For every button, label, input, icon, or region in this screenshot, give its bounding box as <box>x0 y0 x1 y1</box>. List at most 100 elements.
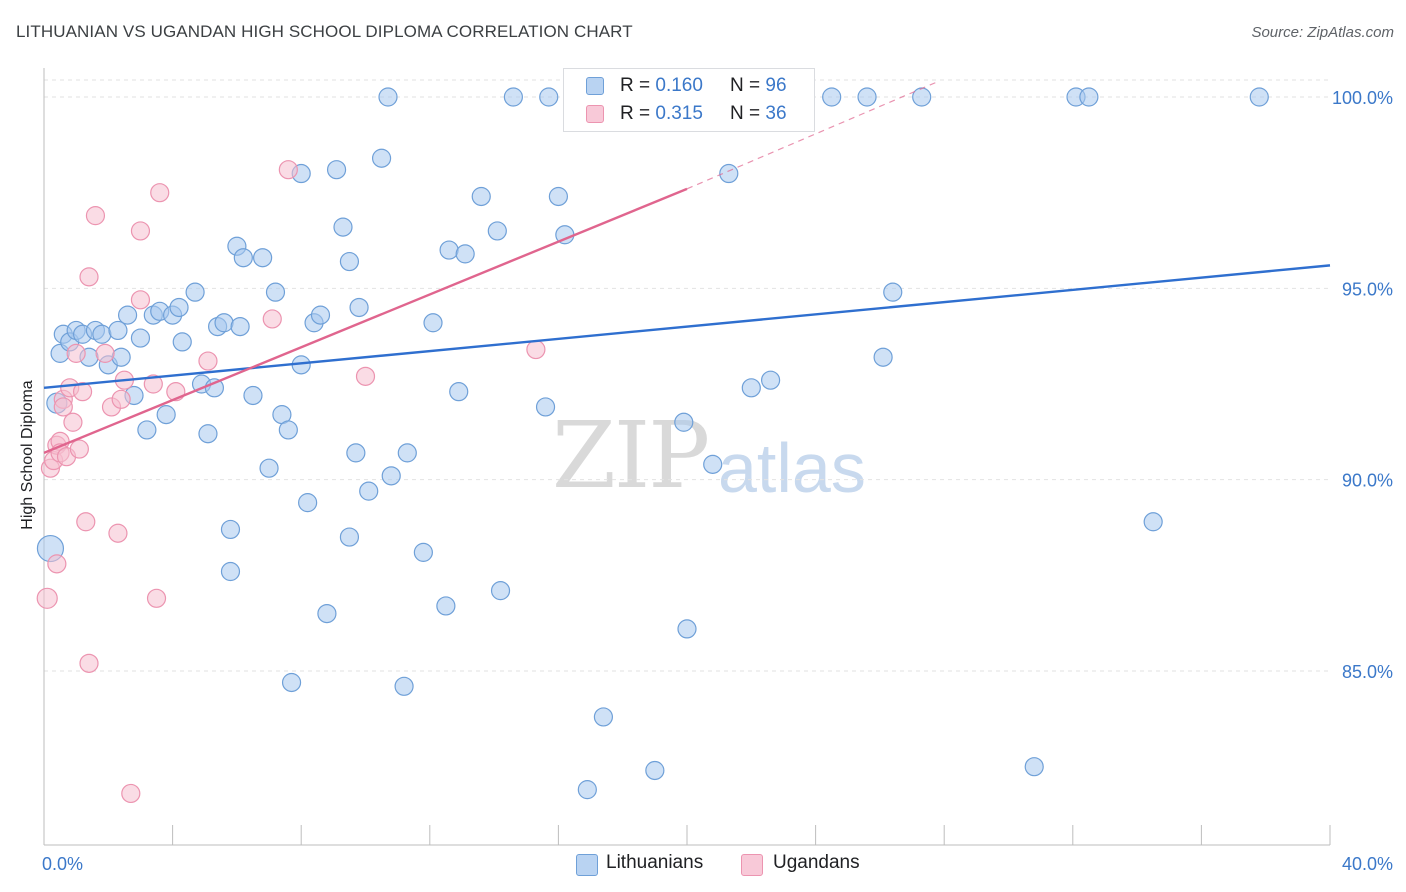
ugandan-point <box>130 221 151 241</box>
lithuanian-point <box>413 542 433 562</box>
lithuanian-point <box>310 305 331 325</box>
lithuanian-point <box>220 519 241 540</box>
r-stat: R = 0.315 <box>620 103 703 125</box>
lithuanian-point <box>674 412 694 432</box>
ugandan-point <box>108 523 128 543</box>
lithuanian-point <box>455 244 475 264</box>
ugandan-point <box>278 160 298 180</box>
source-label: Source: ZipAtlas.com <box>1251 24 1394 41</box>
lithuanian-point <box>535 397 556 417</box>
ugandan-point <box>76 512 96 532</box>
ugandan-point <box>69 439 89 459</box>
lithuanian-point <box>548 186 569 207</box>
lithuanian-point <box>503 87 523 107</box>
ugandan-point <box>150 183 170 203</box>
lithuanian-point <box>423 313 443 333</box>
ugandan-point <box>95 343 115 363</box>
r-label: R = <box>620 75 656 96</box>
lithuanian-point <box>198 424 218 444</box>
ugandan-point <box>79 653 99 673</box>
ugandan-point <box>146 588 167 608</box>
ugandan-point <box>63 412 83 432</box>
lithuanian-point <box>822 87 842 107</box>
lithuanian-point <box>471 186 491 207</box>
lithuanian-point <box>339 527 360 547</box>
lithuanian-point <box>677 619 697 639</box>
lithuanian-point <box>1079 87 1099 107</box>
lithuanian-point <box>741 378 761 398</box>
lithuanian-point <box>577 780 597 800</box>
n-stat: N = 36 <box>730 103 787 125</box>
chart-title: LITHUANIAN VS UGANDAN HIGH SCHOOL DIPLOM… <box>16 22 633 41</box>
lithuanian-point <box>436 596 456 616</box>
lithuanian-point <box>593 707 614 727</box>
ugandan-point <box>111 389 131 409</box>
lithuanian-point <box>243 385 263 406</box>
lithuanian-point <box>265 282 286 302</box>
n-label: N = <box>730 75 766 96</box>
grid-lines <box>44 79 1330 672</box>
r-value-lithuanians: 0.160 <box>655 75 703 96</box>
lithuanian-point <box>439 240 459 260</box>
lithuanian-point <box>185 282 205 302</box>
legend-lithuanians-label: Lithuanians <box>606 852 704 873</box>
lithuanian-point <box>214 313 234 333</box>
lithuanian-point <box>117 305 138 325</box>
n-stat: N = 96 <box>730 75 787 97</box>
y-tick-label: 85.0% <box>1342 662 1393 682</box>
ugandan-point <box>355 366 376 386</box>
lithuanian-point <box>137 420 157 440</box>
lithuanian-point <box>278 420 298 440</box>
lithuanian-point <box>281 672 302 693</box>
lithuanian-point <box>333 217 353 237</box>
lithuanian-point <box>539 87 559 107</box>
lithuanian-point <box>326 160 347 180</box>
lithuanian-point <box>92 324 112 344</box>
ugandan-point <box>36 587 58 609</box>
legend-ugandans-label: Ugandans <box>773 852 860 873</box>
lithuanian-point <box>645 760 665 781</box>
ugandan-point <box>47 554 67 574</box>
data-points <box>36 87 1269 804</box>
y-tick-label: 100.0% <box>1332 88 1393 108</box>
x-tick-label-max: 40.0% <box>1342 854 1393 874</box>
lithuanian-point <box>108 320 128 341</box>
lithuanian-point <box>371 148 392 168</box>
n-label: N = <box>730 103 766 124</box>
lithuanian-point <box>130 328 151 348</box>
lithuanian-point <box>253 248 273 268</box>
ugandans-trend-line <box>43 187 688 454</box>
lithuanian-point <box>719 163 739 184</box>
lithuanian-point <box>172 332 192 352</box>
lithuanian-point <box>339 251 360 272</box>
trend-lines <box>43 81 1331 454</box>
lithuanian-point <box>857 87 877 107</box>
lithuanian-point <box>169 297 189 318</box>
ugandan-point <box>66 343 86 363</box>
n-value-lithuanians: 96 <box>765 75 787 96</box>
lithuanian-point <box>233 248 253 268</box>
lithuanian-point <box>760 370 781 390</box>
n-value-ugandans: 36 <box>765 103 787 124</box>
lithuanian-point <box>378 87 398 107</box>
lithuanian-point <box>397 443 417 463</box>
lithuanian-point <box>1024 757 1044 777</box>
ugandan-point <box>85 206 106 226</box>
ugandans-trend-extension <box>686 81 939 190</box>
ugandan-point <box>53 397 73 417</box>
lithuanian-point <box>873 347 893 367</box>
lithuanian-point <box>346 443 366 463</box>
ugandans-swatch <box>586 105 604 123</box>
ugandan-point <box>72 382 93 402</box>
lithuanian-point <box>487 221 507 241</box>
lithuanian-point <box>703 454 723 474</box>
series-legend: Lithuanians Ugandans <box>0 852 1406 876</box>
lithuanian-point <box>381 466 401 486</box>
ugandan-point <box>198 351 218 371</box>
lithuanian-point <box>449 382 469 402</box>
ugandan-point <box>143 374 163 394</box>
axes <box>43 68 1331 846</box>
lithuanians-trend-line <box>43 264 1331 390</box>
lithuanian-point <box>394 676 414 696</box>
